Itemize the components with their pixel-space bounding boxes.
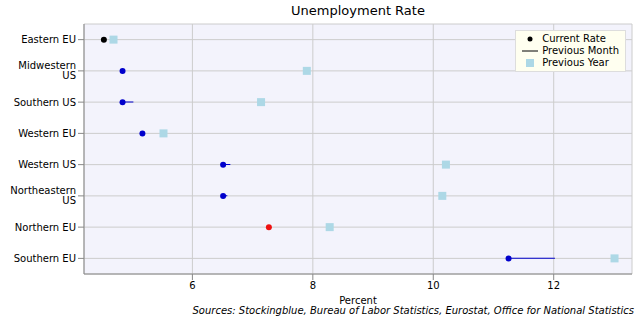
svg-text:Western US: Western US (18, 159, 76, 170)
html-text:Sources: Stockingblue, Bureau: Sources: Stockingblue, Bureau of Labor S… (192, 305, 634, 316)
svg-text:Percent: Percent (339, 295, 377, 306)
svg-text:6: 6 (189, 280, 195, 291)
svg-text:Southern EU: Southern EU (14, 253, 76, 264)
html-text:Previous Year: Previous Year (542, 57, 609, 68)
svg-text:8: 8 (310, 280, 316, 291)
svg-text:MidwesternUS: MidwesternUS (18, 60, 76, 81)
svg-text:12: 12 (547, 280, 560, 291)
svg-text:Eastern EU: Eastern EU (21, 34, 76, 45)
svg-text:Western EU: Western EU (18, 128, 76, 139)
svg-text:NortheasternUS: NortheasternUS (10, 185, 76, 206)
html-text:Current Rate: Current Rate (542, 33, 606, 44)
html-text:Previous Month: Previous Month (542, 45, 619, 56)
html-text:Unemployment Rate: Unemployment Rate (291, 3, 425, 18)
svg-text:Southern US: Southern US (14, 97, 76, 108)
svg-text:Northern EU: Northern EU (15, 222, 76, 233)
svg-text:10: 10 (427, 280, 440, 291)
